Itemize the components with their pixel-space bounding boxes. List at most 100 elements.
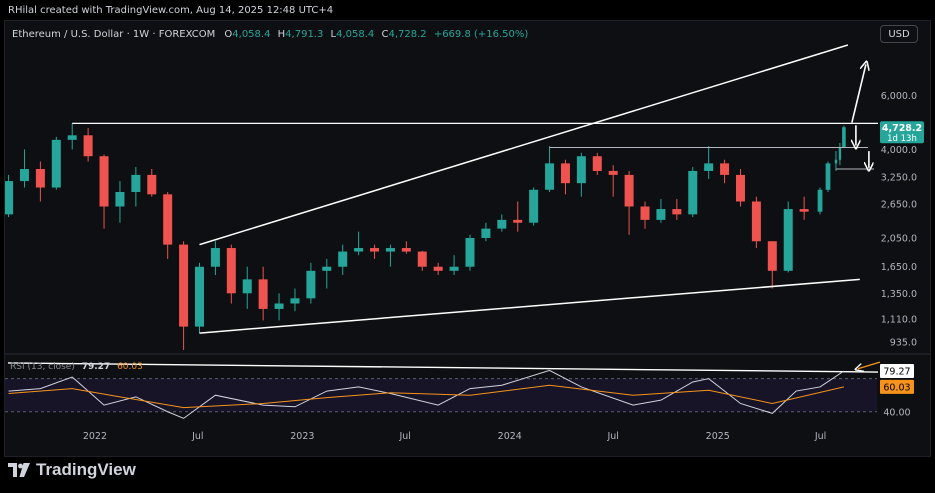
bar-countdown-timer: 1d 13h: [887, 134, 917, 144]
candle-body[interactable]: [115, 192, 125, 207]
symbol-legend[interactable]: Ethereum / U.S. Dollar · 1W · FOREXCOM O…: [12, 29, 528, 40]
time-axis-label: Jul: [606, 431, 618, 442]
candle-body[interactable]: [513, 219, 523, 223]
candle-body[interactable]: [290, 298, 300, 304]
price-axis-label: 1,350.0: [881, 289, 917, 300]
candle-body[interactable]: [401, 248, 411, 252]
legend-close-key: C: [381, 29, 389, 40]
candle-body[interactable]: [656, 209, 666, 220]
time-axis-label: Jul: [191, 431, 203, 442]
rsi-legend-ma-value: 60.03: [117, 362, 143, 372]
candle-body[interactable]: [735, 174, 745, 202]
candle-body[interactable]: [242, 279, 252, 294]
candle-body[interactable]: [385, 248, 395, 252]
candle-body[interactable]: [497, 219, 507, 229]
candle-body[interactable]: [147, 174, 157, 195]
candle-body[interactable]: [67, 135, 77, 140]
lower-channel-line[interactable]: [199, 278, 860, 334]
candle-body[interactable]: [704, 163, 714, 171]
time-axis-label: 2023: [290, 431, 314, 442]
candle-body[interactable]: [354, 248, 364, 252]
time-axis-label: 2022: [83, 431, 107, 442]
candle-body[interactable]: [19, 169, 29, 182]
candle-body[interactable]: [258, 279, 268, 309]
symbol-title[interactable]: Ethereum / U.S. Dollar · 1W · FOREXCOM: [12, 29, 216, 40]
candle-body[interactable]: [720, 163, 730, 175]
time-axis-label: Jul: [398, 431, 410, 442]
upper-channel-line[interactable]: [199, 44, 849, 246]
candle-body[interactable]: [465, 237, 475, 267]
candle-body[interactable]: [433, 266, 443, 271]
candle-body[interactable]: [322, 266, 332, 271]
time-axis-label: Jul: [814, 431, 826, 442]
time-axis-label: 2024: [498, 431, 522, 442]
candle-body[interactable]: [163, 194, 173, 245]
legend-high-value: 4,791.3: [285, 29, 324, 40]
candle-body[interactable]: [576, 156, 586, 184]
price-axis-label: 6,000.0: [881, 91, 917, 102]
candle-body[interactable]: [449, 266, 459, 271]
current-price-value: 4,728.2: [882, 123, 922, 134]
candle-body[interactable]: [545, 163, 555, 190]
legend-close-value: 4,728.2: [388, 29, 427, 40]
candle-body[interactable]: [179, 244, 189, 327]
candle-body[interactable]: [624, 174, 634, 207]
tradingview-brand-text: TradingView: [36, 460, 136, 479]
candle-body[interactable]: [83, 135, 93, 157]
candle-body[interactable]: [338, 251, 348, 267]
price-axis-label: 2,050.0: [881, 233, 917, 244]
breakout-arrow-icon[interactable]: [851, 64, 866, 123]
rsi-band: [5, 378, 877, 412]
candle-body[interactable]: [195, 266, 205, 327]
rsi-value-badge[interactable]: [880, 364, 914, 379]
candle-body[interactable]: [751, 201, 761, 242]
rsi-trendline[interactable]: [7, 362, 879, 373]
candle-body[interactable]: [35, 169, 45, 188]
candle-body[interactable]: [4, 181, 14, 215]
candle-body[interactable]: [834, 159, 838, 164]
candle-body[interactable]: [370, 248, 380, 252]
rsi-indicator-name[interactable]: RSI (13, close): [10, 362, 75, 372]
candle-body[interactable]: [608, 170, 618, 175]
candle-body[interactable]: [799, 209, 809, 212]
candle-body[interactable]: [417, 251, 427, 267]
candle-body[interactable]: [842, 127, 846, 148]
current-price-badge[interactable]: [880, 121, 924, 144]
candle-body[interactable]: [825, 163, 831, 190]
candle-body[interactable]: [767, 241, 777, 271]
candle-body[interactable]: [783, 209, 793, 271]
rsi-axis-label: 40.00: [883, 407, 910, 418]
rsi-ma-badge[interactable]: [880, 379, 914, 394]
candle-body[interactable]: [99, 156, 109, 207]
candle-body[interactable]: [131, 174, 141, 193]
candle-body[interactable]: [672, 209, 682, 215]
candle-body[interactable]: [274, 303, 284, 309]
legend-open-key: O: [224, 29, 233, 40]
candle-body[interactable]: [529, 189, 539, 223]
candle-body[interactable]: [51, 139, 61, 188]
legend-low-value: 4,058.4: [336, 29, 375, 40]
price-axis-label: 3,250.0: [881, 172, 917, 183]
candle-body[interactable]: [226, 248, 236, 294]
attribution-text: RHilal created with TradingView.com, Aug…: [8, 5, 334, 16]
tradingview-branding[interactable]: TradingView: [8, 458, 136, 482]
candle-body[interactable]: [838, 147, 842, 160]
rsi-value-badge-text: 79.27: [883, 367, 910, 378]
candle-body[interactable]: [481, 228, 491, 238]
candle-body[interactable]: [560, 163, 570, 184]
candle-body[interactable]: [210, 248, 220, 267]
candle-body[interactable]: [592, 156, 602, 171]
currency-button[interactable]: USD: [880, 25, 918, 43]
price-axis-label: 1,110.0: [881, 315, 917, 326]
candle-body[interactable]: [688, 170, 698, 215]
candle-body[interactable]: [306, 270, 316, 299]
legend-high-key: H: [277, 29, 286, 40]
candle-body[interactable]: [640, 206, 650, 220]
legend-change: +669.8 (+16.50%): [433, 29, 529, 40]
price-axis-label: 1,650.0: [881, 262, 917, 273]
candle-body[interactable]: [817, 189, 823, 212]
rsi-ma-line[interactable]: [8, 384, 845, 409]
rsi-arrow-icon[interactable]: [858, 361, 881, 369]
rsi-legend[interactable]: RSI (13, close) 79.27 60.03: [10, 362, 143, 372]
